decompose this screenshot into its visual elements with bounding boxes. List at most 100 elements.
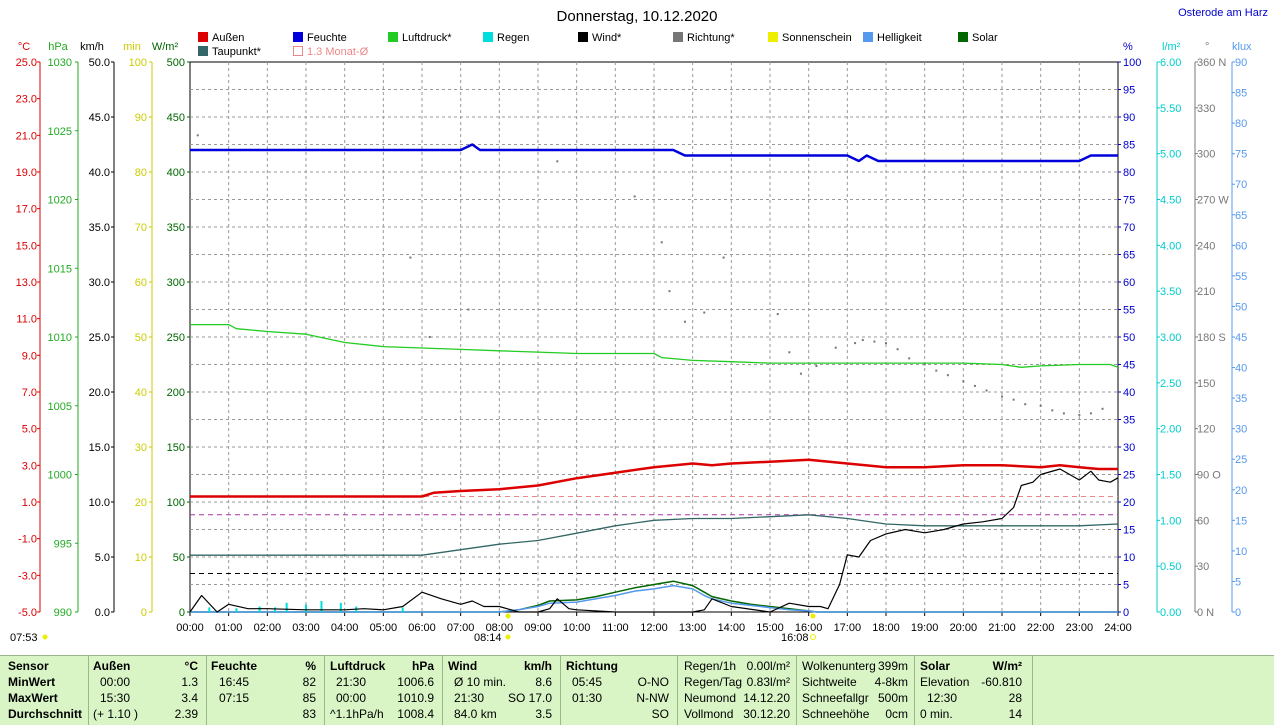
solar-unit-label: W/m² [152, 41, 179, 53]
lux-tick-label: 20 [1235, 485, 1247, 497]
wind-tick-label: 20.0 [89, 387, 110, 399]
richtung-max-value: N-NW [636, 691, 669, 705]
lux-tick-label: 5 [1235, 576, 1241, 588]
footer-separator [206, 656, 207, 725]
legend-swatch-regen [483, 32, 493, 42]
humidity-tick-label: 45 [1123, 360, 1135, 372]
direction-tick-label: 60 [1197, 515, 1209, 527]
solar-tick-label: 50 [173, 552, 185, 564]
direction-tick-label: 150 [1197, 378, 1215, 390]
wind-tick-label: 35.0 [89, 222, 110, 234]
humidity-unit-label: % [1123, 41, 1133, 53]
aussen-min-value: 1.3 [181, 675, 198, 689]
sunshine-tick-label: 50 [135, 332, 147, 344]
series-line-feuchte [190, 143, 1118, 163]
sunshine-unit-label: min [123, 41, 141, 53]
series-point-richtung [788, 351, 791, 354]
solar-tick-label: 200 [167, 387, 185, 399]
series-point-richtung [683, 320, 686, 323]
legend-swatch-richtung [673, 32, 683, 42]
sun-marks: 07:53 08:14 16:08 [10, 613, 816, 644]
direction-unit-label: ° [1205, 41, 1209, 53]
luftdruck-max-time: 00:00 [336, 691, 367, 705]
lux-tick-label: 90 [1235, 57, 1247, 69]
humidity-tick-label: 80 [1123, 167, 1135, 179]
lux-tick-label: 75 [1235, 149, 1247, 161]
wolkenuntergrenze-value: 399m [877, 659, 908, 673]
rain-tick-label: 5.50 [1160, 103, 1181, 115]
legend-label-taupunkt: Taupunkt* [212, 46, 262, 58]
rain-tick-label: 3.00 [1160, 332, 1181, 344]
humidity-tick-label: 0 [1123, 607, 1129, 619]
humidity-tick-label: 20 [1123, 497, 1135, 509]
footer-separator [442, 656, 443, 725]
humidity-tick-label: 100 [1123, 57, 1141, 69]
temp-tick-label: 11.0 [16, 314, 37, 326]
regen-1h-value: 0.00l/m² [746, 659, 790, 673]
legend-label-regen: Regen [497, 32, 529, 44]
footer-separator [88, 656, 89, 725]
direction-tick-label: 90 O [1197, 470, 1221, 482]
legend-swatch-helligkeit [863, 32, 873, 42]
series-point-richtung [861, 339, 864, 342]
wind-tick-label: 15.0 [89, 442, 110, 454]
pressure-tick-label: 1025 [48, 126, 72, 138]
time-tick-label: 09:00 [524, 622, 552, 634]
chart-title: Donnerstag, 10.12.2020 [557, 8, 718, 25]
solar-max-time: 12:30 [927, 691, 958, 705]
solar-tick-label: 350 [167, 222, 185, 234]
series-bar-regen [339, 602, 342, 612]
wind-tick-label: 40.0 [89, 167, 110, 179]
footer-separator [324, 656, 325, 725]
legend-swatch-feuchte [293, 32, 303, 42]
direction-tick-label: 210 [1197, 286, 1215, 298]
stats-footer: Sensor MinWert MaxWert Durchschnitt Auße… [0, 655, 1274, 725]
lux-tick-label: 55 [1235, 271, 1247, 283]
time-tick-label: 23:00 [1066, 622, 1094, 634]
legend-swatch-wind [578, 32, 588, 42]
time-tick-label: 10:00 [563, 622, 591, 634]
sichtweite-value: 4-8km [874, 675, 908, 689]
richtung-min-time: 05:45 [572, 675, 603, 689]
sunshine-tick-label: 60 [135, 277, 147, 289]
schneehoehe-label: Schneehöhe [802, 707, 870, 721]
sunshine-tick-label: 100 [129, 57, 147, 69]
legend-swatch-sonnenschein [768, 32, 778, 42]
series-point-richtung [428, 336, 431, 338]
lux-tick-label: 70 [1235, 179, 1247, 191]
series-point-richtung [1024, 403, 1027, 406]
sunshine-tick-label: 20 [135, 497, 147, 509]
series-point-richtung [196, 134, 199, 137]
series-point-richtung [1062, 412, 1065, 415]
series-point-richtung [556, 160, 559, 163]
wolkenuntergrenze-label: Wolkenunterg [802, 659, 876, 673]
direction-tick-label: 300 [1197, 149, 1215, 161]
lux-tick-label: 50 [1235, 301, 1247, 313]
vollmond-label: Vollmond [684, 707, 734, 721]
series-line-au-en [190, 458, 1118, 498]
temp-tick-label: 15.0 [16, 240, 37, 252]
time-tick-label: 14:00 [718, 622, 746, 634]
pressure-tick-label: 1020 [48, 195, 72, 207]
series-point-richtung [935, 369, 938, 372]
wind-max-value: SO 17.0 [507, 691, 552, 705]
series-point-richtung [873, 340, 876, 343]
legend-label-au-en: Außen [212, 32, 244, 44]
time-tick-label: 02:00 [254, 622, 282, 634]
chart-axes: 25.0 23.0 21.0 19.0 17.0 15.0 13.0 11.0 9.0 7.0 5.… [16, 41, 1252, 634]
solar-tick-label: 300 [167, 277, 185, 289]
rain-tick-label: 0.00 [1160, 607, 1181, 619]
temp-tick-label: 3.0 [22, 460, 37, 472]
wind-distance: 84.0 km [454, 707, 497, 721]
time-tick-label: 12:00 [640, 622, 668, 634]
humidity-tick-label: 70 [1123, 222, 1135, 234]
wind-tick-label: 50.0 [89, 57, 110, 69]
rain-tick-label: 2.50 [1160, 378, 1181, 390]
lux-tick-label: 40 [1235, 363, 1247, 375]
temp-tick-label: 25.0 [16, 57, 37, 69]
rain-tick-label: 4.00 [1160, 240, 1181, 252]
richtung-max-time: 01:30 [572, 691, 603, 705]
luftdruck-unit: hPa [411, 659, 434, 673]
time-tick-label: 24:00 [1104, 622, 1132, 634]
rain-tick-label: 1.50 [1160, 470, 1181, 482]
